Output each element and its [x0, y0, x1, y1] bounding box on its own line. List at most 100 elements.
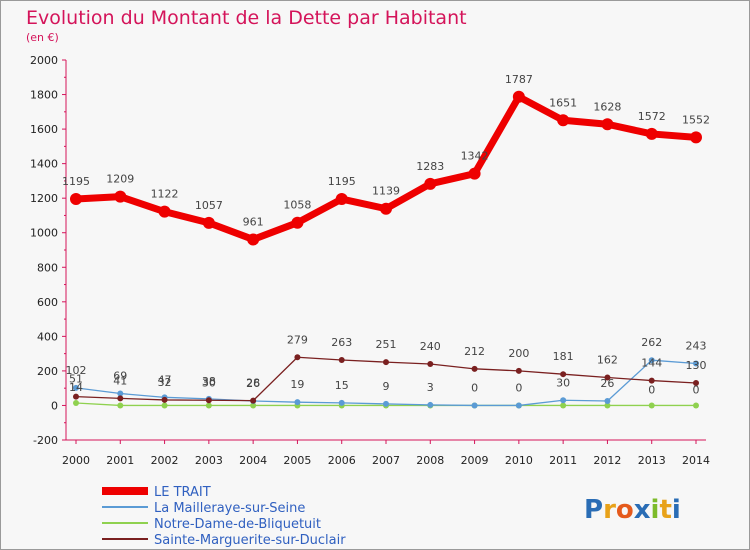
data-label: 26 [600, 377, 614, 390]
data-label: 1552 [682, 113, 710, 126]
data-point [693, 360, 699, 367]
y-tick-label: 1800 [30, 89, 58, 102]
x-tick-label: 2007 [372, 454, 400, 467]
data-point [291, 216, 304, 229]
data-label: 19 [290, 378, 304, 391]
data-point [515, 367, 522, 374]
legend-entry: LE TRAIT [154, 485, 211, 500]
data-label: 1572 [638, 110, 666, 123]
data-point [380, 202, 392, 215]
data-label: 30 [556, 376, 570, 389]
data-point [560, 402, 567, 409]
proxiti-logo: Proxiti [584, 495, 681, 525]
y-tick-label: 2000 [30, 54, 58, 67]
x-tick-label: 2009 [461, 454, 489, 467]
data-point [427, 361, 434, 367]
data-label: 0 [515, 381, 522, 394]
y-tick-label: 1000 [30, 227, 58, 240]
data-label: 47 [158, 373, 172, 386]
x-tick-label: 2014 [682, 454, 710, 467]
data-label: 1139 [372, 185, 400, 198]
data-point [648, 402, 655, 409]
y-tick-label: 800 [37, 261, 58, 274]
data-point [117, 390, 124, 397]
data-point [117, 395, 124, 402]
data-point [247, 233, 260, 246]
data-point [250, 397, 257, 404]
data-point [560, 397, 567, 404]
data-label: 243 [686, 339, 707, 352]
x-tick-label: 2010 [505, 454, 533, 467]
logo-text: Proxiti [584, 495, 681, 525]
data-point [73, 393, 79, 400]
data-label: 181 [553, 350, 574, 363]
x-tick-label: 2006 [328, 454, 356, 467]
data-point [693, 380, 699, 386]
data-point [471, 365, 478, 372]
data-point [335, 193, 348, 206]
data-point [117, 402, 124, 409]
series-line-0 [72, 93, 700, 243]
y-tick-label: 400 [37, 330, 58, 343]
x-tick-label: 2011 [549, 454, 577, 467]
x-tick-label: 2003 [195, 454, 223, 467]
x-tick-label: 2001 [106, 454, 134, 467]
data-label: 1787 [505, 73, 533, 86]
data-label: 51 [69, 373, 83, 386]
chart-subtitle: (en €) [26, 31, 59, 44]
data-point [690, 131, 702, 144]
data-point [383, 359, 389, 366]
data-point [114, 190, 127, 203]
data-point [512, 90, 525, 103]
data-label: 30 [202, 376, 216, 389]
data-label: 102 [66, 364, 87, 377]
x-tick-label: 2004 [239, 454, 267, 467]
data-point [648, 357, 655, 364]
data-point [557, 114, 570, 127]
data-label: 1209 [106, 173, 134, 186]
data-point [604, 402, 611, 409]
data-point [338, 357, 345, 364]
x-tick-label: 2005 [283, 454, 311, 467]
data-label: 41 [113, 374, 127, 387]
data-point [205, 402, 212, 409]
data-label: 1122 [151, 188, 179, 201]
data-point [383, 400, 389, 407]
legend-entry: Sainte-Marguerite-sur-Duclair [154, 533, 346, 548]
data-label: 1651 [549, 96, 577, 109]
data-point [202, 216, 215, 229]
x-tick-label: 2002 [151, 454, 179, 467]
data-point [427, 401, 434, 408]
data-label: 162 [597, 353, 618, 366]
data-point [648, 377, 655, 384]
data-point [73, 400, 79, 407]
data-label: 144 [641, 357, 662, 370]
data-point [604, 397, 611, 404]
data-point [294, 354, 301, 361]
data-point [294, 399, 301, 406]
data-point [424, 177, 437, 190]
data-point [560, 371, 567, 378]
series-layer [70, 90, 702, 409]
data-label: 279 [287, 333, 308, 346]
y-tick-label: 1200 [30, 192, 58, 205]
data-label: 1058 [283, 199, 311, 212]
data-label: 1057 [195, 199, 223, 212]
data-label: 1628 [593, 100, 621, 113]
data-point [645, 127, 658, 140]
data-point [468, 167, 481, 180]
x-tick-label: 2012 [593, 454, 621, 467]
data-point [205, 397, 212, 404]
axes: -200020040060080010001200140016001800200… [30, 54, 710, 467]
y-tick-label: 1400 [30, 158, 58, 171]
y-tick-label: -200 [33, 434, 58, 447]
data-label: 262 [641, 336, 662, 349]
y-tick-label: 200 [37, 365, 58, 378]
x-tick-label: 2000 [62, 454, 90, 467]
data-label: 1195 [328, 175, 356, 188]
data-point [158, 205, 171, 218]
data-label: 0 [648, 383, 655, 396]
data-labels: 1195 1209 1122 1057 961 1058 1195 1139 1283 1342 1… [62, 73, 710, 397]
data-label: 14 [69, 381, 83, 394]
